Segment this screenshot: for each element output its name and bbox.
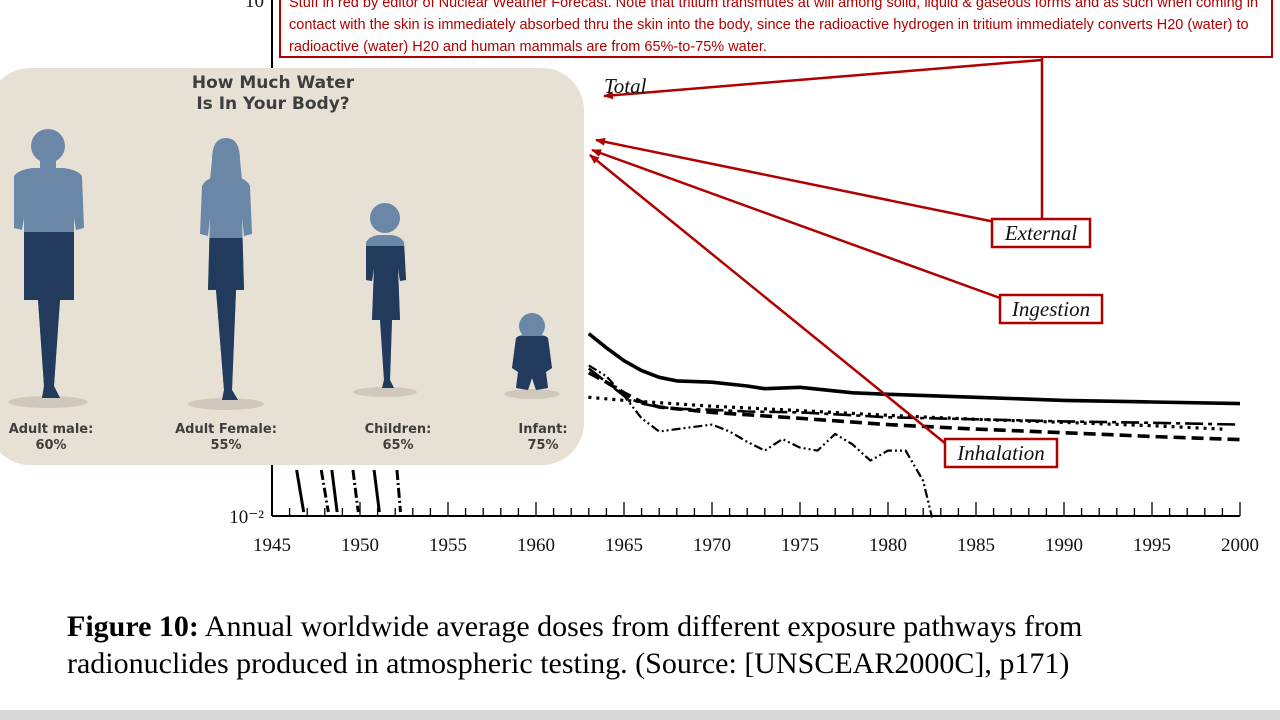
figure-caption: Figure 10: Annual worldwide average dose… bbox=[67, 608, 1247, 682]
children-percent: 65% bbox=[382, 438, 414, 453]
series-label-box-external bbox=[990, 217, 1092, 249]
x-tick-label-1950: 1950 bbox=[341, 535, 379, 556]
series-label-total: Total bbox=[604, 74, 647, 98]
x-tick-label-1990: 1990 bbox=[1045, 535, 1083, 556]
children-caption: Children: 65% bbox=[348, 422, 448, 454]
x-axis: 1945 1950 1955 1960 1965 1970 1975 1980 1985 1990… bbox=[253, 502, 1259, 556]
early-test-spike bbox=[295, 469, 306, 513]
editor-note-box: Stuff in red by editor of Nuclear Weathe… bbox=[279, 0, 1273, 58]
series-lines bbox=[500, 332, 1241, 518]
y-tick-label-0: 10 bbox=[245, 0, 264, 12]
series-label-ingestion: Ingestion bbox=[1011, 297, 1090, 321]
series-line-external bbox=[588, 367, 1241, 426]
figure-caption-text: Annual worldwide average doses from diff… bbox=[67, 610, 1083, 680]
infographic-title: How Much Water Is In Your Body? bbox=[138, 73, 408, 115]
infant-label: Infant: bbox=[518, 422, 568, 437]
body-silhouettes bbox=[8, 129, 560, 410]
series-labels: Total External Ingestion Inhalation bbox=[604, 74, 1104, 469]
arrow-to-total bbox=[603, 58, 1043, 100]
adult-male-label: Adult male: bbox=[8, 422, 94, 437]
editor-note-text: Stuff in red by editor of Nuclear Weathe… bbox=[289, 0, 1259, 55]
early-test-spike bbox=[395, 469, 402, 513]
adult-female-label: Adult Female: bbox=[175, 422, 277, 437]
x-tick-label-1970: 1970 bbox=[693, 535, 731, 556]
y-tick-label-1: 10⁻² bbox=[229, 507, 264, 528]
early-test-spike bbox=[372, 469, 381, 513]
series-line-ingestion bbox=[587, 371, 1241, 442]
infographic-title-line-2: Is In Your Body? bbox=[196, 94, 350, 114]
series-line-total bbox=[587, 332, 1241, 406]
figure-caption-label: Figure 10: bbox=[67, 610, 199, 643]
x-tick-label-2000: 2000 bbox=[1221, 535, 1259, 556]
x-tick-label-1965: 1965 bbox=[605, 535, 643, 556]
series-line-unlabeled bbox=[500, 387, 1223, 431]
pre-1963-spikes bbox=[295, 469, 402, 513]
adult-male-caption: Adult male: 60% bbox=[0, 422, 106, 454]
infant-percent: 75% bbox=[527, 438, 559, 453]
annotation-arrows bbox=[589, 58, 1044, 445]
early-test-spike bbox=[319, 469, 330, 513]
x-tick-label-1945: 1945 bbox=[253, 535, 291, 556]
adult-female-percent: 55% bbox=[210, 438, 242, 453]
arrow-to-ingestion bbox=[591, 148, 1001, 300]
x-tick-label-1980: 1980 bbox=[869, 535, 907, 556]
arrow-to-inhalation bbox=[589, 154, 947, 445]
early-test-spike bbox=[351, 469, 360, 513]
x-tick-label-1975: 1975 bbox=[781, 535, 819, 556]
series-label-box-inhalation bbox=[943, 437, 1059, 469]
series-label-box-ingestion bbox=[998, 293, 1104, 325]
infant-caption: Infant: 75% bbox=[508, 422, 578, 454]
series-label-external: External bbox=[1004, 221, 1077, 245]
dose-chart: 1945 1950 1955 1960 1965 1970 1975 1980 1985 1990… bbox=[229, 0, 1259, 556]
x-tick-label-1995: 1995 bbox=[1133, 535, 1171, 556]
early-test-spike bbox=[330, 469, 339, 513]
children-label: Children: bbox=[364, 422, 432, 437]
infographic-title-line-1: How Much Water bbox=[191, 73, 355, 93]
adult-male-percent: 60% bbox=[35, 438, 67, 453]
x-tick-label-1960: 1960 bbox=[517, 535, 555, 556]
adult-female-caption: Adult Female: 55% bbox=[168, 422, 284, 454]
x-tick-label-1955: 1955 bbox=[429, 535, 467, 556]
series-label-inhalation: Inhalation bbox=[956, 441, 1045, 465]
x-tick-label-1985: 1985 bbox=[957, 535, 995, 556]
bottom-scroll-bar bbox=[0, 710, 1280, 720]
arrow-to-external bbox=[595, 137, 996, 224]
water-in-body-infographic: How Much Water Is In Your Body? bbox=[0, 68, 584, 465]
